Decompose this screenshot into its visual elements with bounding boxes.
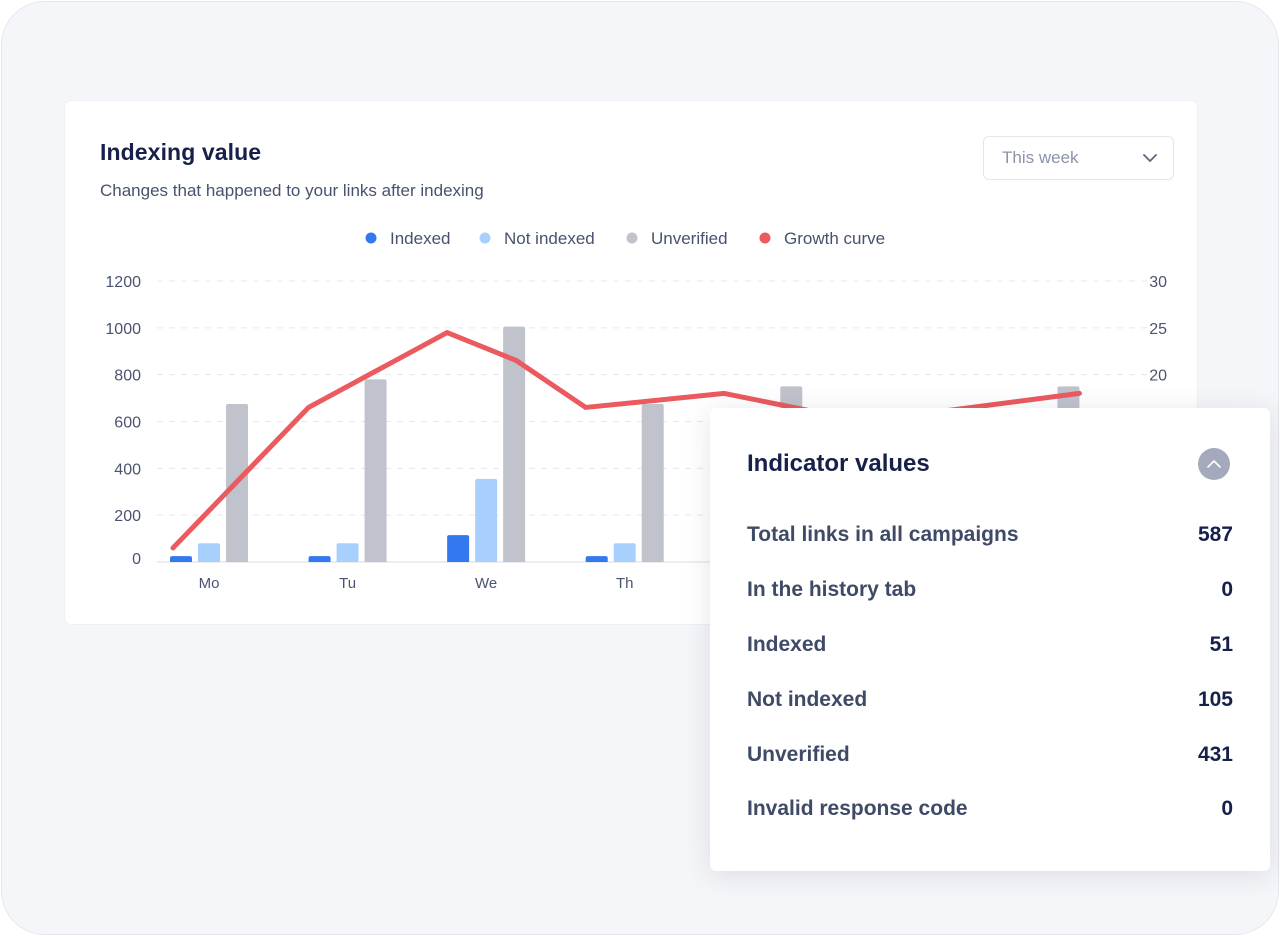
x-axis-tick: Th	[616, 575, 634, 592]
indicator-row: Indexed 51	[747, 618, 1233, 673]
legend-marker	[626, 232, 638, 244]
right-axis-tick: 25	[1149, 321, 1167, 338]
legend-label: Unverified	[651, 229, 728, 248]
left-axis-tick: 200	[114, 508, 141, 525]
card-title: Indexing value	[100, 139, 262, 165]
indicator-value: 0	[1221, 578, 1233, 602]
indicator-label: In the history tab	[747, 578, 917, 602]
indicator-value: 0	[1221, 797, 1233, 821]
bar-not-indexed	[613, 543, 636, 562]
panel-title: Indicator values	[747, 450, 930, 477]
x-axis-tick: Mo	[199, 575, 220, 592]
right-axis-tick: 20	[1149, 368, 1167, 385]
chevron-down-icon	[1143, 154, 1157, 162]
bar-indexed	[308, 556, 331, 562]
legend-label: Growth curve	[784, 229, 885, 248]
indicator-label: Unverified	[747, 742, 850, 766]
indicator-row: In the history tab 0	[747, 563, 1233, 618]
indicator-label: Indexed	[747, 632, 827, 656]
left-axis-tick: 1000	[105, 321, 141, 338]
left-axis-tick: 400	[114, 461, 141, 478]
legend-marker	[759, 232, 771, 244]
x-axis-tick: Tu	[339, 575, 356, 592]
indicator-value: 587	[1197, 523, 1233, 547]
left-axis-tick: 0	[132, 551, 141, 568]
bar-unverified	[503, 326, 526, 562]
indicator-values-panel: Indicator values Total links in all camp…	[710, 408, 1270, 871]
collapse-button[interactable]	[1198, 448, 1230, 480]
bar-unverified	[364, 379, 387, 562]
indicator-label: Not indexed	[747, 687, 868, 711]
period-select-value: This week	[1002, 148, 1079, 167]
left-axis-tick: 600	[114, 415, 141, 432]
bar-not-indexed	[475, 478, 498, 562]
bar-indexed	[170, 556, 192, 562]
card-subtitle: Changes that happened to your links afte…	[100, 181, 484, 200]
left-axis-tick: 1200	[105, 274, 141, 291]
bar-unverified	[641, 403, 664, 562]
chart-legend: Indexed Not indexed Unverified Growth curve	[365, 229, 885, 248]
right-axis-tick: 30	[1149, 274, 1167, 291]
bar-not-indexed	[336, 543, 359, 562]
indicator-value: 51	[1209, 632, 1233, 656]
bar-not-indexed	[198, 543, 220, 562]
indicator-value: 105	[1197, 687, 1233, 711]
legend-label: Indexed	[390, 229, 451, 248]
indicator-row: Total links in all campaigns 587	[747, 508, 1233, 563]
bar-indexed	[585, 556, 608, 562]
indicator-rows: Total links in all campaigns 587 In the …	[747, 508, 1233, 837]
left-axis-tick: 800	[114, 368, 141, 385]
indicator-label: Invalid response code	[747, 797, 968, 821]
bar-indexed	[447, 535, 470, 562]
period-select[interactable]: This week	[983, 136, 1174, 180]
x-axis-tick: We	[475, 575, 497, 592]
legend-label: Not indexed	[504, 229, 595, 248]
indicator-row: Not indexed 105	[747, 672, 1233, 727]
indicator-row: Unverified 431	[747, 727, 1233, 782]
legend-marker	[365, 232, 377, 244]
indicator-row: Invalid response code 0	[747, 782, 1233, 837]
indicator-label: Total links in all campaigns	[747, 523, 1019, 547]
left-axis: 0 200 400 600 800 1000 1200	[105, 274, 141, 568]
legend-marker	[479, 232, 491, 244]
right-axis: 20 25 30	[1149, 274, 1167, 385]
chevron-up-icon	[1207, 460, 1221, 468]
indicator-value: 431	[1197, 742, 1233, 766]
